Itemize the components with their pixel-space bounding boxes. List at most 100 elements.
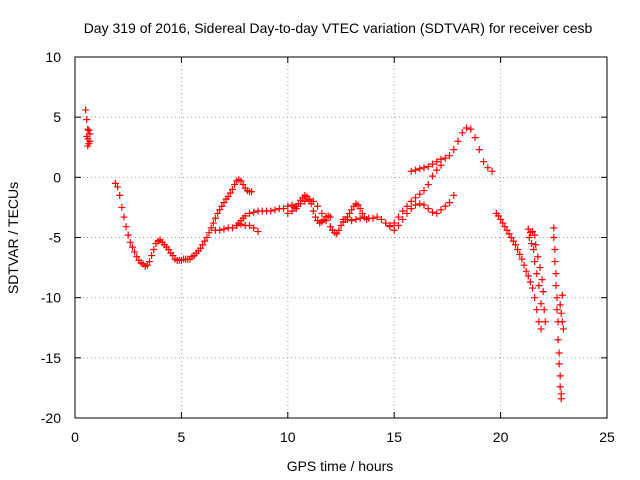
series-arc9 [492, 209, 545, 333]
data-point [211, 214, 219, 222]
data-point [537, 300, 545, 308]
data-point [118, 203, 126, 211]
data-point [197, 244, 205, 252]
data-point [169, 252, 177, 260]
data-point [471, 134, 479, 142]
data-point [429, 160, 437, 168]
data-point [199, 241, 207, 249]
series-arc8 [407, 124, 496, 175]
data-point [358, 209, 366, 217]
data-point [124, 231, 132, 239]
data-point [556, 372, 564, 380]
data-point [416, 190, 424, 198]
data-point [254, 227, 262, 235]
data-point [120, 213, 128, 221]
data-point [550, 224, 558, 232]
data-point [480, 158, 488, 166]
data-point [228, 224, 236, 232]
data-points [82, 106, 567, 403]
data-point [531, 231, 539, 239]
data-point [150, 246, 158, 254]
series-arc7 [386, 161, 445, 229]
data-point [555, 349, 563, 357]
data-point [538, 276, 546, 284]
data-point [533, 306, 541, 314]
data-point [280, 205, 288, 213]
data-point [507, 234, 515, 241]
data-point [424, 205, 432, 213]
x-axis-label: GPS time / hours [287, 458, 394, 474]
data-point [559, 325, 567, 333]
y-axis-label: SDTVAR / TECUs [5, 182, 21, 294]
data-point [407, 197, 415, 205]
data-point [354, 201, 362, 209]
data-point [386, 221, 394, 229]
data-point [539, 288, 547, 296]
data-point [309, 197, 317, 205]
data-point [437, 155, 445, 163]
data-point [558, 291, 566, 299]
data-point [552, 270, 560, 278]
y-axis: -20 -15 -10 -5 0 5 10 [41, 49, 607, 426]
data-point [497, 215, 505, 223]
data-point [529, 284, 537, 292]
data-point [463, 124, 471, 132]
data-point [554, 336, 562, 344]
data-point [394, 213, 402, 221]
data-point [511, 241, 519, 249]
series-arc4 [233, 191, 334, 229]
data-point [437, 161, 445, 169]
data-point [84, 142, 92, 150]
y-tick-label: 5 [53, 109, 61, 125]
data-point [126, 238, 134, 246]
data-point [297, 200, 305, 208]
data-point [524, 272, 532, 280]
data-point [356, 205, 364, 213]
data-point [553, 294, 561, 302]
chart-title: Day 319 of 2016, Sidereal Day-to-day VTE… [84, 20, 593, 36]
series-arc6 [339, 191, 458, 234]
data-point [420, 187, 428, 195]
data-point [305, 196, 313, 204]
data-point [424, 181, 432, 189]
data-point [245, 221, 253, 229]
data-point [128, 243, 136, 251]
data-point [514, 246, 522, 254]
x-tick-label: 5 [178, 429, 186, 445]
data-point [488, 167, 496, 175]
data-point [82, 106, 90, 114]
data-point [228, 185, 236, 193]
data-point [524, 225, 532, 233]
data-point [534, 253, 542, 261]
y-tick-label: 10 [45, 49, 61, 65]
data-point [209, 219, 217, 227]
data-point [226, 189, 234, 197]
data-point [441, 154, 449, 162]
data-point [318, 209, 326, 217]
data-point [441, 202, 449, 210]
data-point [556, 383, 564, 391]
data-point [429, 172, 437, 180]
data-point [552, 282, 560, 290]
data-point [205, 229, 213, 237]
data-point [525, 234, 533, 241]
data-point [551, 246, 559, 254]
data-point [220, 199, 228, 207]
data-point [446, 199, 454, 207]
data-point [433, 158, 441, 166]
data-point [509, 237, 517, 245]
data-point [216, 206, 224, 214]
data-point [373, 213, 381, 221]
data-point [165, 246, 173, 254]
y-tick-label: -5 [49, 230, 62, 246]
data-point [403, 209, 411, 217]
data-point [532, 241, 540, 249]
data-point [555, 360, 563, 368]
x-tick-label: 0 [71, 429, 79, 445]
data-point [420, 201, 428, 209]
data-point [535, 318, 543, 326]
data-point [241, 212, 249, 220]
data-point [145, 258, 153, 266]
data-point [550, 234, 558, 241]
data-point [284, 209, 292, 217]
